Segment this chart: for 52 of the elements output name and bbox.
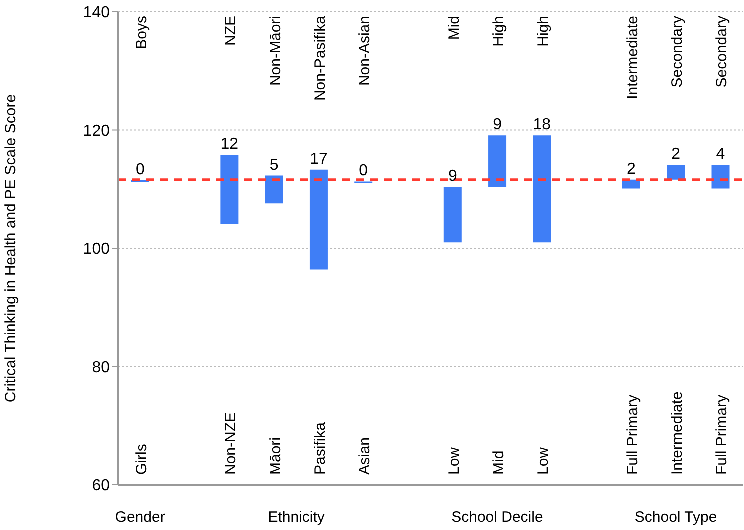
x-tick-label: Girls: [133, 444, 150, 475]
x-tick-label: Māori: [267, 437, 284, 475]
text: Ethnicity: [268, 509, 326, 526]
bar: [444, 187, 462, 243]
annotation: Boys: [133, 16, 150, 50]
bar: [712, 165, 730, 189]
data-label: 4: [716, 146, 726, 164]
data-label: 17: [310, 150, 328, 168]
bar: [488, 136, 507, 188]
y-axis-title: Critical Thinking in Health and PE Scale Score: [2, 94, 20, 403]
data-label: 0: [359, 162, 368, 180]
data-label: 9: [493, 116, 502, 134]
bar: [622, 180, 640, 189]
data-label: 5: [270, 156, 279, 174]
annotation: Secondary: [714, 16, 731, 88]
x-tick-label: Mid: [490, 450, 508, 475]
x-tick-label: Non-NZE: [222, 412, 240, 475]
annotation: Mid: [446, 16, 463, 40]
x-tick-label: Asian: [356, 437, 374, 475]
annotation: High: [490, 16, 508, 47]
x-tick-label: Low: [446, 447, 463, 475]
x-tick-label: Full Primary: [624, 394, 642, 475]
data-label: 0: [136, 162, 145, 179]
annotation: Non-Asian: [356, 16, 374, 86]
y-tick-label: 80: [92, 359, 110, 376]
x-tick-label: Pasifika: [312, 422, 329, 475]
annotation: High: [535, 16, 552, 47]
annotation: Non-Pasifika: [312, 15, 329, 102]
bar: [265, 176, 284, 204]
annotation: Secondary: [669, 16, 686, 88]
bar: [667, 165, 686, 180]
y-tick-label: 140: [83, 4, 110, 22]
text: School Type: [634, 509, 718, 526]
y-tick-label: 60: [92, 478, 110, 495]
x-tick-label: Low: [535, 447, 552, 475]
annotation: Intermediate: [624, 16, 642, 100]
bar: [533, 136, 552, 243]
data-label: 2: [627, 160, 636, 178]
annotation: Non-Māori: [267, 16, 284, 86]
x-tick-label: Intermediate: [669, 392, 686, 475]
data-label: 9: [448, 168, 458, 186]
y-tick-label: 120: [83, 122, 110, 140]
bar: [220, 155, 239, 224]
bar: [310, 170, 328, 270]
data-label: 18: [533, 116, 552, 134]
data-label: 12: [220, 136, 239, 154]
data-label: 2: [672, 146, 681, 164]
annotation: NZE: [222, 16, 240, 46]
text: School Decile: [452, 509, 544, 526]
y-tick-label: 100: [83, 241, 110, 258]
x-tick-label: Full Primary: [714, 394, 731, 475]
text: Gender: [115, 509, 166, 526]
